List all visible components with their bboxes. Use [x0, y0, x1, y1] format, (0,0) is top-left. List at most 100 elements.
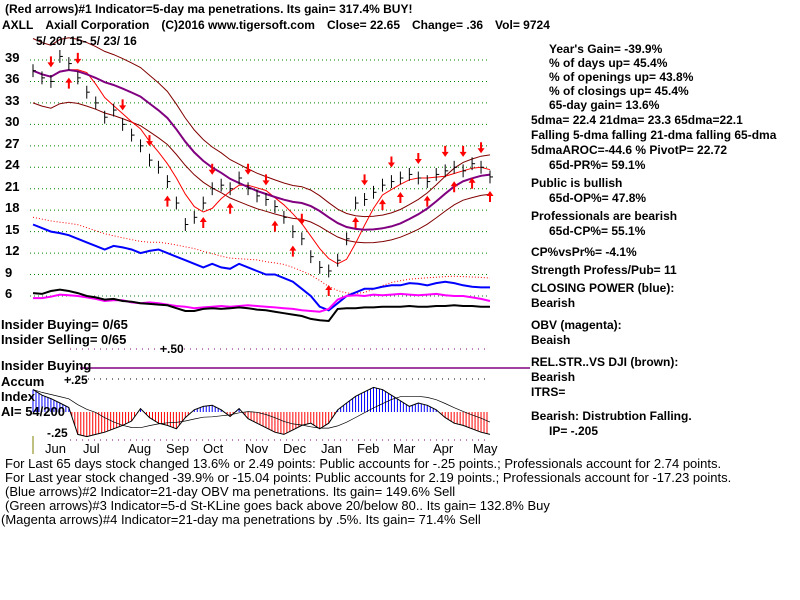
x-tick-label: Jun [45, 441, 66, 456]
cp-ma-line [32, 216, 491, 295]
x-tick-label: Feb [357, 441, 380, 456]
red-down-arrow-icon [145, 135, 153, 147]
red-up-arrow-icon [378, 199, 386, 211]
closing-power-line [32, 223, 490, 312]
red-up-arrow-icon [325, 284, 333, 296]
red-down-arrow-icon [414, 152, 422, 164]
date-range: 5/ 20/ 15- 5/ 23/ 16 [36, 34, 137, 48]
insider-buying: Insider Buying= 0/65 [1, 317, 128, 332]
red-up-arrow-icon [199, 217, 207, 229]
days-up: % of days up= 45.4% [549, 56, 668, 70]
red-down-arrow-icon [244, 163, 252, 175]
y-tick-label: 21 [5, 178, 20, 194]
professional-sentiment: Professionals are bearish [531, 209, 678, 223]
ai-ma-line [32, 389, 491, 429]
ma21-line [32, 69, 491, 265]
red-down-arrow-icon [441, 145, 449, 157]
ma65-line [32, 68, 491, 231]
indicator1-title: (Red arrows)#1 Indicator=5-day ma penetr… [5, 2, 413, 16]
aroc-pivot: 5dmaAROC=-44.6 % PivotP= 22.72 [531, 143, 728, 157]
op-percent: 65d-OP%= 47.8% [549, 191, 647, 205]
relstr-value: Bearish [531, 370, 576, 384]
relstr-label: REL.STR..VS DJI (brown): [531, 355, 679, 369]
red-down-arrow-icon [477, 142, 485, 154]
moving-averages: 5dma= 22.4 21dma= 23.3 65dma=22.1 [531, 113, 743, 127]
red-down-arrow-icon [361, 174, 369, 186]
red-down-arrow-icon [119, 99, 127, 111]
footer-blue-arrows: (Blue arrows)#2 Indicator=21-day OBV ma … [5, 484, 456, 499]
ai-value: AI= 54/200 [1, 404, 65, 419]
y-tick-label: 18 [5, 200, 20, 216]
gain-65day: 65-day gain= 13.6% [549, 98, 660, 112]
y-tick-label: 33 [5, 92, 20, 108]
y-tick-label: 36 [5, 71, 20, 87]
close-value: Close= 22.65 [326, 18, 401, 32]
red-up-arrow-icon [468, 177, 476, 189]
x-tick-label: May [473, 441, 498, 456]
x-tick-label: Mar [393, 441, 416, 456]
header-info-row: AXLL Axiall Corporation (C)2016 www.tige… [2, 18, 550, 32]
red-up-arrow-icon [163, 195, 171, 207]
red-down-arrow-icon [298, 213, 306, 225]
red-up-arrow-icon [352, 217, 360, 229]
closing-power-value: Bearish [531, 296, 576, 310]
red-up-arrow-icon [486, 190, 494, 202]
closing-power-label: CLOSING POWER (blue): [531, 281, 675, 295]
x-tick-label: Aug [128, 441, 152, 456]
obv-line [33, 292, 491, 313]
strength-ratio: Strength Profess/Pub= 11 [531, 263, 677, 277]
x-tick-label: Sep [166, 441, 190, 456]
public-sentiment: Public is bullish [531, 176, 623, 190]
obv-value: Beaish [531, 333, 571, 347]
red-up-arrow-icon [271, 220, 279, 232]
y-tick-label: 27 [5, 135, 20, 151]
change-value: Change= .36 [412, 18, 484, 32]
accum-label: Accum [1, 374, 45, 389]
pr-percent: 65d-PR%= 59.1% [549, 158, 646, 172]
plus50-label: +.50 [160, 342, 184, 356]
index-label: Index [1, 389, 35, 404]
footer-magenta-arrows: (Magenta arrows)#4 Indicator=21-day ma p… [1, 512, 481, 527]
y-tick-label: 9 [5, 264, 13, 280]
red-up-arrow-icon [289, 245, 297, 257]
upper-band [32, 37, 491, 218]
red-down-arrow-icon [387, 156, 395, 168]
red-up-arrow-icon [450, 181, 458, 193]
openings-up: % of openings up= 43.8% [549, 70, 694, 84]
y-tick-label: 12 [5, 243, 20, 259]
footer-green-arrows: (Green arrows)#3 Indicator=5-d St-KLine … [5, 498, 550, 513]
ai-line [32, 386, 491, 438]
x-tick-label: Nov [245, 441, 269, 456]
closings-up: % of closings up= 45.4% [549, 84, 689, 98]
red-up-arrow-icon [65, 77, 73, 89]
x-tick-label: Oct [203, 441, 224, 456]
relstr-line [32, 288, 490, 323]
red-down-arrow-icon [47, 56, 55, 68]
x-tick-label: Jan [321, 441, 342, 456]
red-down-arrow-icon [262, 174, 270, 186]
y-tick-label: 24 [5, 157, 20, 173]
red-up-arrow-icon [226, 202, 234, 214]
red-down-arrow-icon [459, 145, 467, 157]
ip-value: IP= -.205 [549, 424, 599, 438]
insider-selling: Insider Selling= 0/65 [1, 332, 127, 347]
x-tick-label: Apr [433, 441, 454, 456]
y-tick-label: 30 [5, 114, 20, 130]
x-tick-label: Dec [283, 441, 307, 456]
minus25-label: -.25 [47, 426, 68, 440]
red-down-arrow-icon [208, 163, 216, 175]
red-up-arrow-icon [423, 195, 431, 207]
ticker: AXLL [2, 18, 34, 32]
y-tick-label: 15 [5, 221, 20, 237]
falling-mas: Falling 5-dma falling 21-dma falling 65-… [531, 128, 777, 142]
itrs: ITRS= [531, 385, 566, 399]
copyright: (C)2016 www.tigersoft.com [161, 18, 315, 32]
cp-percent: 65d-CP%= 55.1% [549, 224, 646, 238]
distribution-status: Bearish: Distrubtion Falling. [531, 409, 692, 423]
plus25-label: +.25 [64, 373, 88, 387]
insider-buying-label: Insider Buying [1, 358, 92, 373]
footer-65day: For Last 65 days stock changed 13.6% or … [5, 456, 722, 471]
red-down-arrow-icon [74, 52, 82, 64]
x-tick-label: Jul [83, 441, 100, 456]
